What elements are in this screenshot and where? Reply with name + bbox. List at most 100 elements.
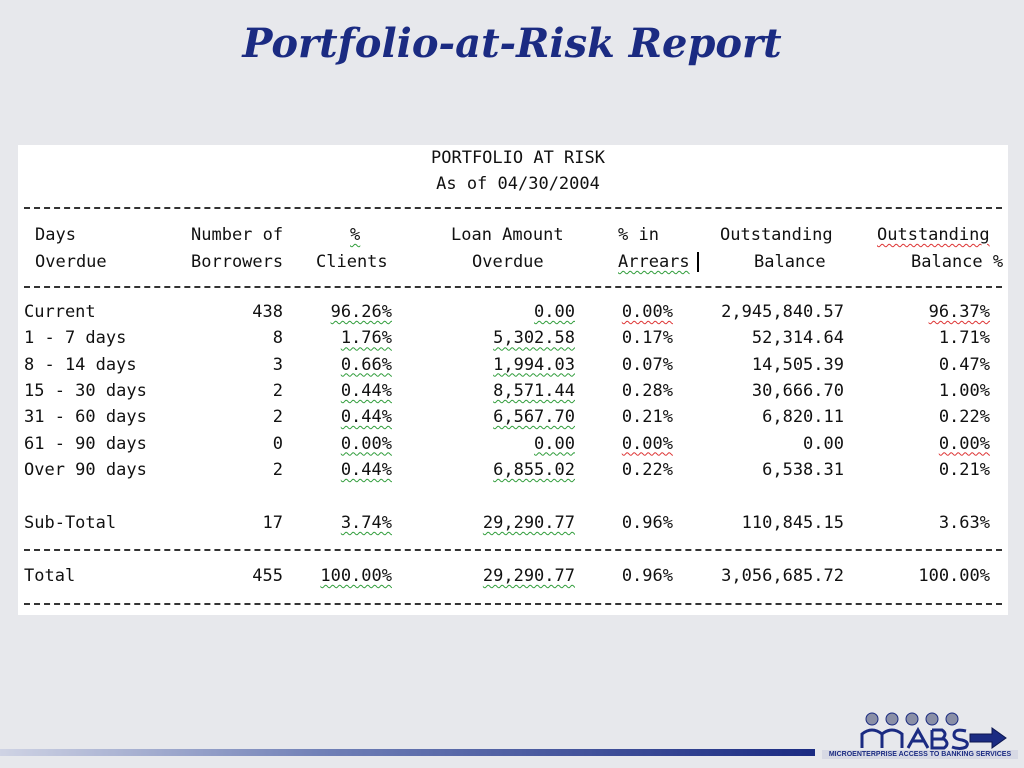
divider <box>24 207 1002 209</box>
cell-borrowers-text: 0 <box>272 433 283 454</box>
col-header-arrears: % in <box>618 225 659 245</box>
cell-pct-arrears: 0.96% <box>578 513 673 533</box>
cell-loan-overdue: 1,994.03 <box>398 355 575 375</box>
cell-loan-overdue: 6,855.02 <box>398 460 575 480</box>
cell-days: Current <box>24 302 184 322</box>
cell-pct-arrears-text: 0.00% <box>621 433 673 454</box>
cell-outstanding-balance-text: 110,845.15 <box>741 513 844 533</box>
cell-balance-pct-text: 0.21% <box>938 459 990 480</box>
col-subheader-balance: Balance <box>754 252 826 272</box>
cell-balance-pct: 0.21% <box>848 460 990 480</box>
cell-borrowers-text: 455 <box>252 566 283 586</box>
cell-loan-overdue-text: 8,571.44 <box>493 380 575 401</box>
logo-tagline: MICROENTERPRISE ACCESS TO BANKING SERVIC… <box>822 750 1018 759</box>
cell-loan-overdue: 29,290.77 <box>398 513 575 533</box>
col-header-balance: Outstanding <box>720 225 833 245</box>
cell-borrowers-text: 2 <box>272 380 283 401</box>
cell-pct-clients-text: 0.44% <box>340 407 392 428</box>
cell-outstanding-balance-text: 6,820.11 <box>762 407 844 428</box>
cell-borrowers-text: 8 <box>272 328 283 349</box>
cell-pct-clients: 0.66% <box>288 355 392 375</box>
cell-days-text: 31 - 60 days <box>24 407 147 428</box>
cell-loan-overdue-text: 6,567.70 <box>493 407 575 428</box>
cell-pct-clients-text: 0.66% <box>340 354 392 375</box>
cell-pct-arrears: 0.21% <box>578 407 673 427</box>
cell-days-text: 61 - 90 days <box>24 433 147 454</box>
cell-pct-clients: 100.00% <box>288 566 392 586</box>
cell-balance-pct: 0.47% <box>848 355 990 375</box>
cell-pct-clients-text: 0.44% <box>340 459 392 480</box>
cell-pct-arrears: 0.96% <box>578 566 673 586</box>
cell-days: 15 - 30 days <box>24 381 184 401</box>
cell-pct-arrears: 0.00% <box>578 302 673 322</box>
cell-loan-overdue-text: 0.00 <box>534 302 575 322</box>
cell-outstanding-balance-text: 30,666.70 <box>751 380 844 401</box>
col-header-borrowers: Number of <box>191 225 284 245</box>
cell-pct-arrears-text: 0.00% <box>621 302 673 322</box>
col-subheader-borrowers: Borrowers <box>191 252 284 272</box>
cell-pct-clients: 1.76% <box>288 328 392 348</box>
cell-pct-clients: 0.00% <box>288 434 392 454</box>
cell-pct-clients: 3.74% <box>288 513 392 533</box>
cell-outstanding-balance-text: 3,056,685.72 <box>721 566 844 586</box>
cell-pct-clients-text: 3.74% <box>340 513 392 533</box>
cell-loan-overdue: 0.00 <box>398 302 575 322</box>
cell-pct-clients: 0.44% <box>288 460 392 480</box>
cell-balance-pct: 3.63% <box>848 513 990 533</box>
cell-loan-overdue-text: 0.00 <box>534 433 575 454</box>
col-header-loan-amount: Loan Amount <box>451 225 564 245</box>
cell-loan-overdue-text: 29,290.77 <box>482 513 575 533</box>
cell-pct-arrears: 0.17% <box>578 328 673 348</box>
cell-outstanding-balance: 30,666.70 <box>678 381 844 401</box>
col-subheader-arrears: Arrears <box>618 252 690 272</box>
cell-outstanding-balance-text: 52,314.64 <box>751 328 844 349</box>
cell-outstanding-balance: 110,845.15 <box>678 513 844 533</box>
report-panel: PORTFOLIO AT RISK As of 04/30/2004 Days … <box>18 145 1008 615</box>
cell-outstanding-balance: 6,538.31 <box>678 460 844 480</box>
cell-loan-overdue: 8,571.44 <box>398 381 575 401</box>
cell-days: 31 - 60 days <box>24 407 184 427</box>
right-arrow-icon <box>969 727 1007 749</box>
cell-borrowers: 2 <box>183 407 283 427</box>
cell-loan-overdue-text: 1,994.03 <box>493 354 575 375</box>
divider <box>24 286 1002 288</box>
cell-pct-clients-text: 96.26% <box>330 302 392 322</box>
cell-outstanding-balance: 2,945,840.57 <box>678 302 844 322</box>
cell-pct-arrears-text: 0.17% <box>621 328 673 349</box>
cell-pct-arrears-text: 0.96% <box>621 513 673 533</box>
cell-borrowers: 0 <box>183 434 283 454</box>
cell-balance-pct: 1.00% <box>848 381 990 401</box>
cell-days: Total <box>24 566 184 586</box>
cell-outstanding-balance-text: 0.00 <box>803 433 844 454</box>
cell-balance-pct: 1.71% <box>848 328 990 348</box>
cell-borrowers-text: 2 <box>272 459 283 480</box>
cell-loan-overdue: 6,567.70 <box>398 407 575 427</box>
cell-days-text: Current <box>24 302 96 322</box>
cell-borrowers: 3 <box>183 355 283 375</box>
cell-pct-arrears: 0.07% <box>578 355 673 375</box>
cell-pct-arrears-text: 0.28% <box>621 380 673 401</box>
cell-balance-pct-text: 1.00% <box>938 380 990 401</box>
cell-days: Sub-Total <box>24 513 184 533</box>
cell-outstanding-balance: 6,820.11 <box>678 407 844 427</box>
cell-balance-pct: 100.00% <box>848 566 990 586</box>
cell-pct-arrears: 0.28% <box>578 381 673 401</box>
cell-pct-clients: 0.44% <box>288 381 392 401</box>
col-header-balance-pct: Outstanding <box>877 225 990 245</box>
cell-pct-clients-text: 0.44% <box>340 380 392 401</box>
footer-bar <box>0 749 815 756</box>
cell-borrowers: 2 <box>183 381 283 401</box>
cell-balance-pct: 96.37% <box>848 302 990 322</box>
cell-balance-pct-text: 1.71% <box>938 328 990 349</box>
cell-days-text: Over 90 days <box>24 459 147 480</box>
cell-outstanding-balance: 52,314.64 <box>678 328 844 348</box>
cell-outstanding-balance: 3,056,685.72 <box>678 566 844 586</box>
cell-pct-arrears-text: 0.21% <box>621 407 673 428</box>
cell-days-text: 15 - 30 days <box>24 380 147 401</box>
cell-outstanding-balance-text: 6,538.31 <box>762 459 844 480</box>
slide-title: Portfolio-at-Risk Report <box>242 20 782 67</box>
cell-balance-pct-text: 0.00% <box>938 433 990 454</box>
cell-days: 1 - 7 days <box>24 328 184 348</box>
col-subheader-pct-clients: Clients <box>316 252 388 272</box>
cell-pct-arrears: 0.22% <box>578 460 673 480</box>
